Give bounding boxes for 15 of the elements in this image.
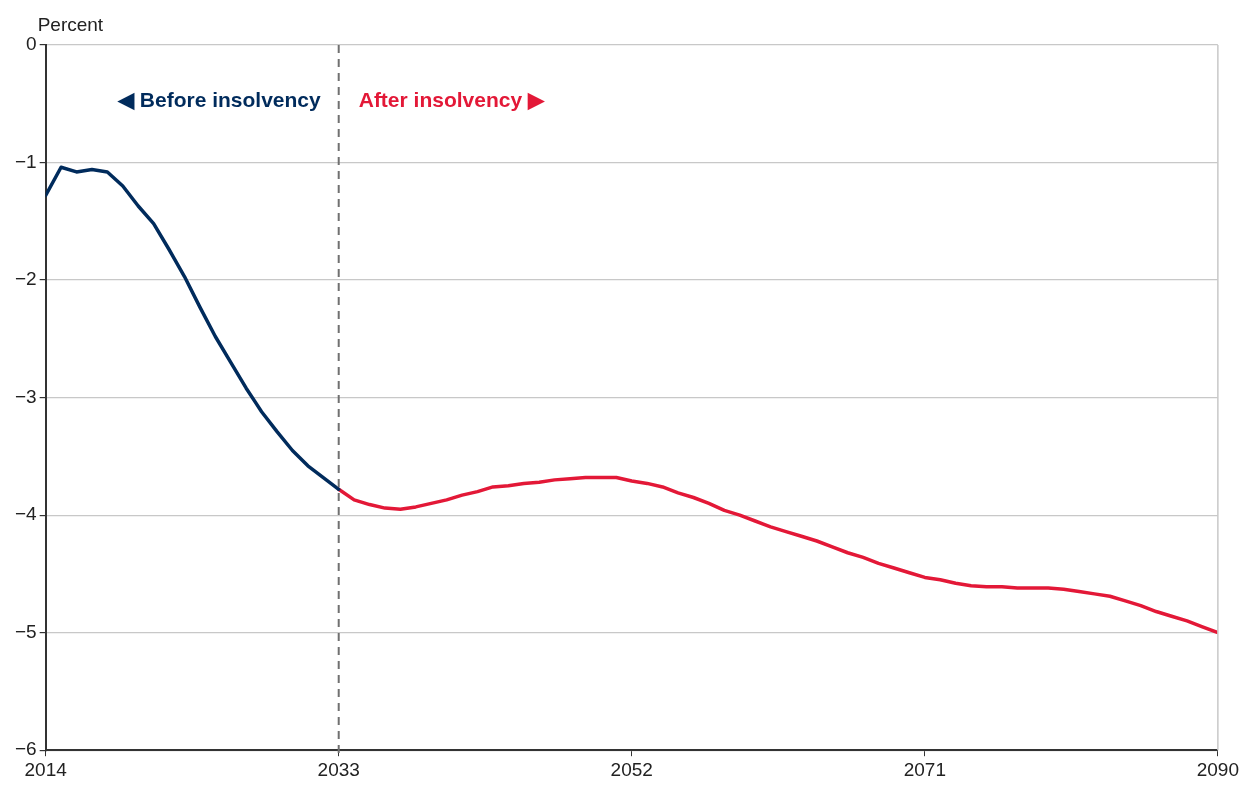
x-tick-label: 2052 <box>610 758 653 780</box>
y-tick-label: −6 <box>14 738 37 760</box>
y-tick-label: −4 <box>14 503 38 525</box>
x-tick-label: 2071 <box>903 758 946 780</box>
x-tick-label: 2014 <box>24 758 68 780</box>
y-tick-label: −1 <box>14 150 37 172</box>
y-tick-label: −3 <box>14 385 37 407</box>
y-tick-label: −5 <box>14 620 37 642</box>
text: After insolvency ▶ <box>358 87 545 111</box>
y-axis-title: Percent <box>37 13 104 35</box>
text: ◀ Before insolvency <box>116 87 322 111</box>
x-tick-label: 2033 <box>317 758 360 780</box>
y-tick-label: −2 <box>14 268 37 290</box>
y-tick-label: 0 <box>26 33 37 55</box>
x-tick-label: 2090 <box>1196 758 1240 780</box>
